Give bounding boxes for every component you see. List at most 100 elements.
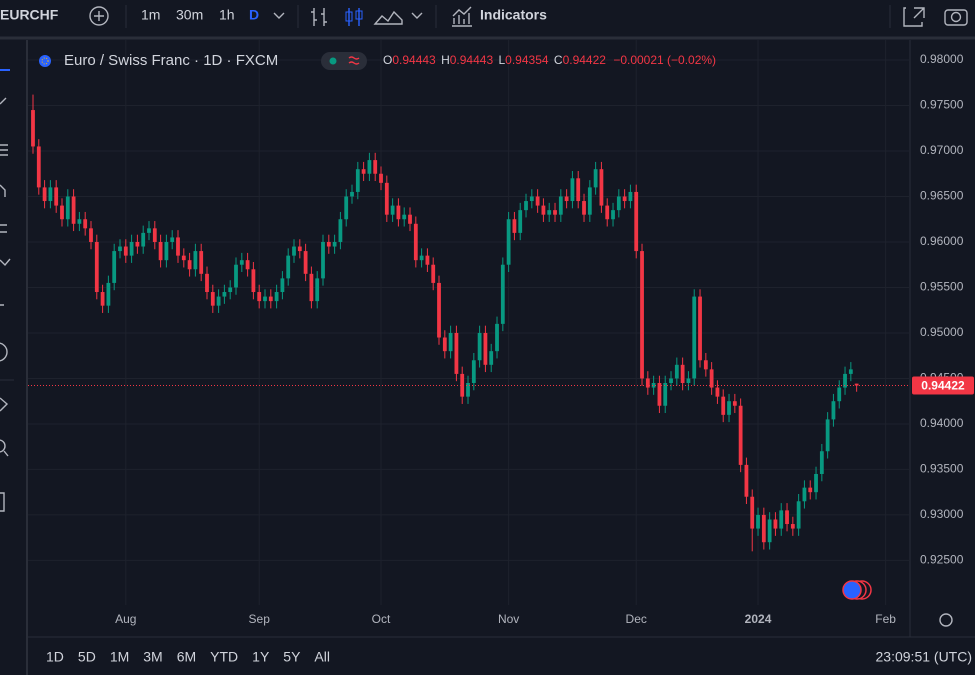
settings[interactable] bbox=[939, 613, 953, 627]
y-tick-label: 0.94000 bbox=[920, 416, 964, 430]
candle-body bbox=[176, 237, 180, 256]
indicators[interactable]: Indicators bbox=[480, 7, 547, 23]
chart-title: Euro / Swiss Franc · 1D · FXCM bbox=[64, 52, 278, 69]
candle-body bbox=[367, 160, 372, 174]
range-button[interactable]: 1D bbox=[46, 649, 64, 665]
candle-body bbox=[529, 196, 534, 202]
candle-body bbox=[413, 223, 418, 261]
symbol-flag-stars bbox=[41, 57, 49, 65]
candle-body bbox=[535, 196, 540, 206]
tool-ruler[interactable] bbox=[0, 397, 9, 412]
tool-lock[interactable] bbox=[0, 492, 5, 512]
candle-body bbox=[36, 146, 41, 188]
tool-emoji[interactable] bbox=[0, 342, 8, 362]
area-style[interactable] bbox=[373, 10, 403, 25]
x-tick-label: Oct bbox=[372, 612, 391, 626]
clock: 23:09:51 (UTC) bbox=[876, 649, 972, 665]
candle-body bbox=[738, 405, 743, 465]
candle-body bbox=[263, 296, 267, 302]
range-button[interactable]: YTD bbox=[210, 649, 238, 665]
interval[interactable]: 1m bbox=[141, 7, 160, 23]
candle-body bbox=[315, 278, 320, 302]
x-tick-label: Feb bbox=[875, 612, 896, 626]
range-button[interactable]: 1M bbox=[110, 649, 129, 665]
candle-body bbox=[848, 369, 853, 374]
ohlc-key: C bbox=[554, 53, 563, 67]
x-tick-label: Dec bbox=[626, 612, 647, 626]
candle-body bbox=[65, 196, 70, 220]
range-button[interactable]: 5D bbox=[78, 649, 96, 665]
ohlc-value: 0.94422 bbox=[563, 53, 607, 67]
candle-body bbox=[344, 196, 349, 220]
interval[interactable]: 30m bbox=[176, 7, 203, 23]
candle-body bbox=[837, 387, 842, 402]
candle-body bbox=[54, 187, 59, 206]
x-tick-label: 2024 bbox=[745, 612, 772, 626]
interval-active[interactable]: D bbox=[249, 7, 259, 23]
candle-body bbox=[152, 228, 157, 242]
candle-body bbox=[605, 205, 610, 220]
candle-body bbox=[234, 264, 238, 288]
candle-body bbox=[773, 519, 778, 529]
indicators-icon bbox=[452, 6, 472, 27]
market-status bbox=[329, 57, 337, 65]
delayed-status bbox=[348, 56, 360, 65]
candle-body bbox=[355, 169, 360, 192]
candle-body bbox=[42, 187, 47, 202]
symbol-flag bbox=[39, 55, 51, 67]
candle-body bbox=[593, 169, 598, 188]
interval-menu[interactable] bbox=[273, 12, 285, 19]
change: −0.00021 (−0.02%) bbox=[613, 53, 716, 67]
candle-body bbox=[634, 191, 639, 252]
candle-body bbox=[483, 332, 488, 365]
candle-body bbox=[373, 160, 378, 174]
candle-body bbox=[129, 241, 134, 256]
candle-body bbox=[77, 219, 82, 224]
range-button[interactable]: All bbox=[314, 649, 330, 665]
tool-zoom[interactable] bbox=[0, 439, 6, 453]
range-button[interactable]: 6M bbox=[177, 649, 196, 665]
last-price-label: 0.94422 bbox=[921, 379, 965, 393]
ohlc-value: 0.94443 bbox=[450, 53, 494, 67]
candle-body bbox=[622, 196, 627, 202]
candle-body bbox=[135, 241, 140, 247]
candle-body bbox=[518, 210, 523, 233]
toolbar bbox=[0, 0, 975, 36]
bar-style[interactable] bbox=[311, 8, 327, 26]
add-symbol[interactable] bbox=[89, 6, 109, 26]
candle-body bbox=[680, 364, 685, 384]
candle-body bbox=[60, 205, 64, 220]
candle-body bbox=[599, 169, 604, 206]
candle-body bbox=[558, 196, 563, 215]
candle-body bbox=[825, 419, 830, 452]
candle-body bbox=[268, 296, 273, 302]
candle-body bbox=[500, 264, 505, 324]
candle-body bbox=[425, 255, 430, 265]
range-bar: 1D 5D 1M 3M 6M YTD 1Y 5Y All bbox=[46, 649, 330, 665]
candle-body bbox=[280, 278, 285, 293]
candle-body bbox=[216, 296, 221, 306]
candle-body bbox=[338, 219, 343, 242]
candle-body bbox=[640, 251, 644, 379]
candle-body bbox=[570, 178, 575, 202]
snapshot[interactable] bbox=[944, 9, 968, 26]
candle-body bbox=[779, 510, 784, 529]
range-button[interactable]: 5Y bbox=[283, 649, 301, 665]
candle-body bbox=[292, 246, 296, 256]
tool-icons[interactable] bbox=[0, 97, 11, 306]
fullscreen[interactable] bbox=[903, 7, 925, 27]
range-button[interactable]: 1Y bbox=[252, 649, 270, 665]
style-menu[interactable] bbox=[411, 12, 423, 19]
range-button[interactable]: 3M bbox=[143, 649, 162, 665]
candle-body bbox=[727, 401, 731, 415]
ohlc-value: 0.94443 bbox=[392, 53, 436, 67]
symbol[interactable]: EURCHF bbox=[0, 7, 59, 23]
interval[interactable]: 1h bbox=[219, 7, 235, 23]
candle-body bbox=[257, 292, 262, 302]
candle-body bbox=[576, 178, 581, 202]
candle-body bbox=[83, 219, 88, 229]
candle-body bbox=[100, 292, 105, 306]
candle-body bbox=[657, 383, 662, 406]
event-badge[interactable] bbox=[842, 580, 862, 600]
